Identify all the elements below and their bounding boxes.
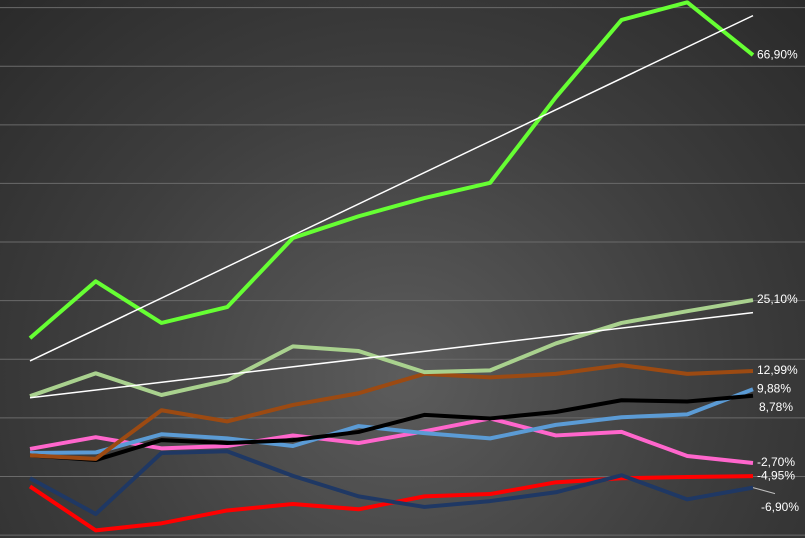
data-label: 66,90% (757, 47, 798, 61)
trendline (29, 311, 754, 399)
series-line (29, 393, 754, 463)
series-line (29, 387, 754, 456)
series-line (29, 363, 754, 461)
data-label: 12,99% (757, 363, 798, 377)
data-label: -4,95% (757, 468, 795, 482)
data-label: -2,70% (757, 455, 795, 469)
trendline (29, 14, 754, 362)
series-line (29, 416, 754, 465)
series-line (29, 298, 754, 399)
leader-line (752, 487, 776, 495)
data-label: 9,88% (757, 381, 791, 395)
series-line (29, 449, 754, 516)
data-label: 25,10% (757, 292, 798, 306)
data-label: 8,78% (759, 400, 793, 414)
data-label: -6,90% (761, 500, 799, 514)
series-line (28, 0, 755, 340)
